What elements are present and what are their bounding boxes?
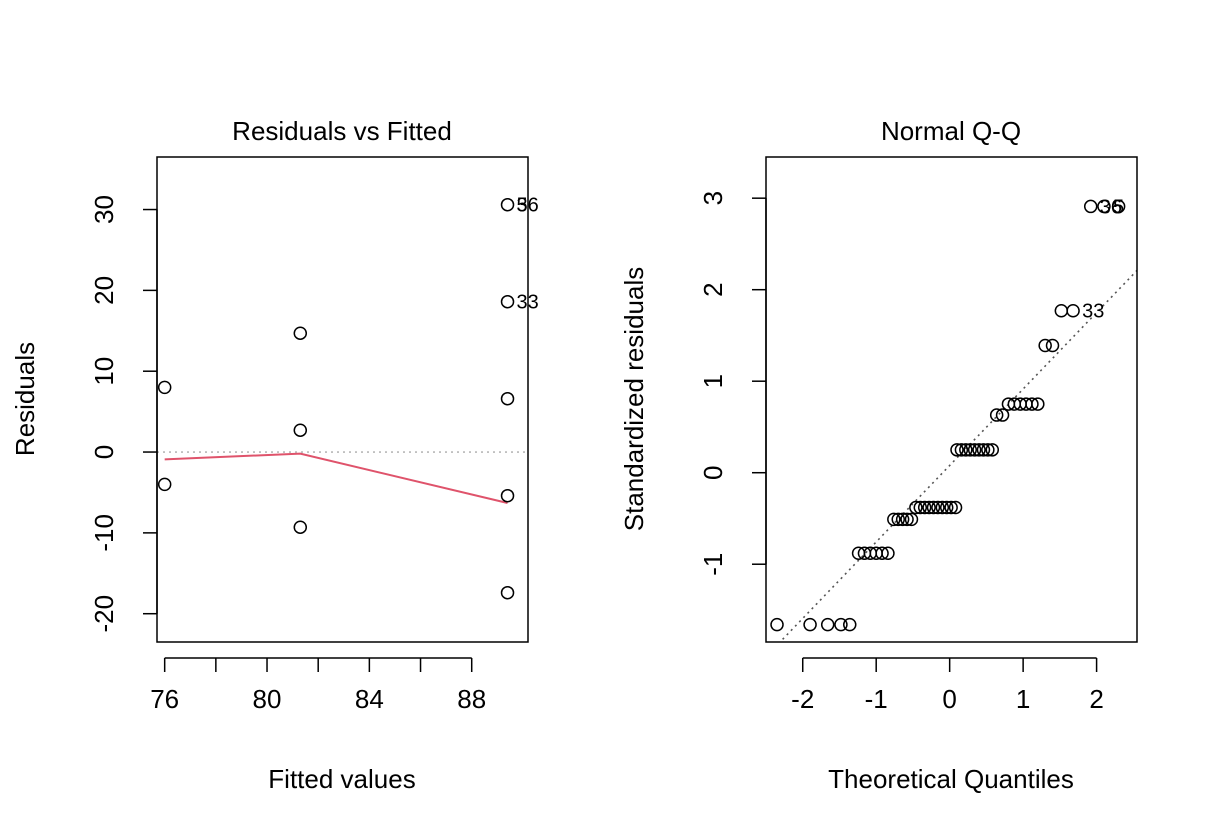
data-point [917, 500, 932, 515]
data-point [1111, 199, 1126, 214]
data-point [950, 443, 964, 457]
data-point [909, 500, 923, 515]
data-point [900, 512, 914, 527]
x-tick-label: -1 [865, 684, 888, 714]
data-point [976, 443, 991, 457]
point-label: 5 [517, 195, 528, 217]
data-point [820, 617, 835, 632]
y-tick-label: 3 [698, 191, 728, 205]
data-point [881, 546, 895, 560]
data-point [967, 443, 982, 457]
x-tick-label: 88 [457, 684, 486, 714]
y-axis: -1 0 1 2 3 [698, 191, 767, 576]
data-point [1083, 199, 1098, 214]
data-point [948, 500, 963, 515]
x-axis: 76 80 84 88 [150, 657, 486, 714]
y-tick-label: -10 [89, 514, 119, 552]
data-point [1025, 397, 1039, 411]
data-point [1097, 199, 1111, 214]
y-tick-label: 1 [698, 374, 728, 388]
data-point [972, 443, 986, 457]
data-point [926, 500, 941, 515]
y-tick-label: 2 [698, 282, 728, 296]
y-tick-label: 0 [698, 465, 728, 479]
theoretical-quantiles-axis-label: Theoretical Quantiles [828, 764, 1074, 794]
data-point [913, 500, 928, 515]
plot-frame [765, 156, 1138, 643]
y-tick-label: 20 [89, 276, 119, 305]
y-tick-label: 0 [89, 445, 119, 459]
data-point [935, 500, 950, 515]
residuals-vs-fitted-title: Residuals vs Fitted [232, 116, 452, 146]
smooth-line-layer [164, 452, 508, 504]
points-layer [770, 199, 1126, 632]
x-tick-label: 80 [253, 684, 282, 714]
data-point [1031, 397, 1045, 411]
data-point [995, 408, 1010, 422]
data-point [157, 477, 172, 492]
normal-qq-panel: Normal Q-Q Theoretical Quantiles Standar… [619, 116, 1138, 794]
data-point [1045, 338, 1060, 353]
x-tick-label: 2 [1089, 684, 1103, 714]
normal-qq-title: Normal Q-Q [881, 116, 1021, 146]
plot-frame [156, 156, 529, 643]
residuals-axis-label: Residuals [10, 342, 40, 456]
y-tick-label: 30 [89, 195, 119, 224]
point-label: 36 [1100, 196, 1122, 218]
x-tick-label: 1 [1016, 684, 1030, 714]
data-point [944, 500, 958, 515]
y-tick-label: -1 [698, 553, 728, 576]
data-point [954, 443, 969, 457]
data-point [959, 443, 973, 457]
data-point [500, 391, 515, 406]
data-point [895, 512, 910, 527]
data-point [293, 520, 308, 534]
point-label: 5 [1113, 196, 1124, 218]
data-point [989, 408, 1004, 422]
x-tick-label: 0 [942, 684, 956, 714]
y-axis: -20 -10 0 10 20 30 [89, 195, 158, 633]
data-point [500, 294, 515, 309]
y-tick-label: 10 [89, 357, 119, 386]
data-point [981, 443, 995, 457]
data-point [891, 512, 905, 527]
fitted-values-axis-label: Fitted values [268, 764, 415, 794]
data-point [887, 512, 901, 527]
residuals-vs-fitted-panel: Residuals vs Fitted Fitted values Residu… [10, 116, 539, 794]
data-point [834, 617, 848, 632]
qq-reference-line [778, 269, 1137, 642]
data-point [985, 443, 1000, 457]
data-point [963, 443, 977, 457]
data-point [939, 500, 954, 515]
data-point [1066, 303, 1080, 318]
point-label: 33 [1082, 301, 1104, 323]
smooth-line [164, 452, 508, 504]
data-point [770, 617, 784, 632]
data-point [293, 423, 308, 437]
x-tick-label: 76 [150, 684, 179, 714]
x-tick-label: -2 [791, 684, 814, 714]
data-point [922, 500, 936, 515]
point-labels-layer: 365 33 [1082, 196, 1124, 322]
data-point [1038, 338, 1052, 353]
data-point [157, 380, 172, 395]
data-point [931, 500, 945, 515]
data-point [803, 617, 817, 632]
qq-reference-layer [778, 269, 1137, 642]
data-point [500, 488, 515, 503]
x-tick-label: 84 [355, 684, 384, 714]
data-point [875, 546, 889, 560]
data-point [293, 326, 308, 340]
standardized-residuals-axis-label: Standardized residuals [619, 267, 649, 532]
points-layer [157, 197, 515, 600]
data-point [500, 197, 515, 212]
data-point [904, 512, 919, 527]
x-axis: -2 -1 0 1 2 [791, 657, 1104, 714]
y-tick-label: -20 [89, 595, 119, 633]
data-point [843, 617, 857, 632]
data-point [500, 585, 515, 600]
data-point [1054, 303, 1069, 318]
